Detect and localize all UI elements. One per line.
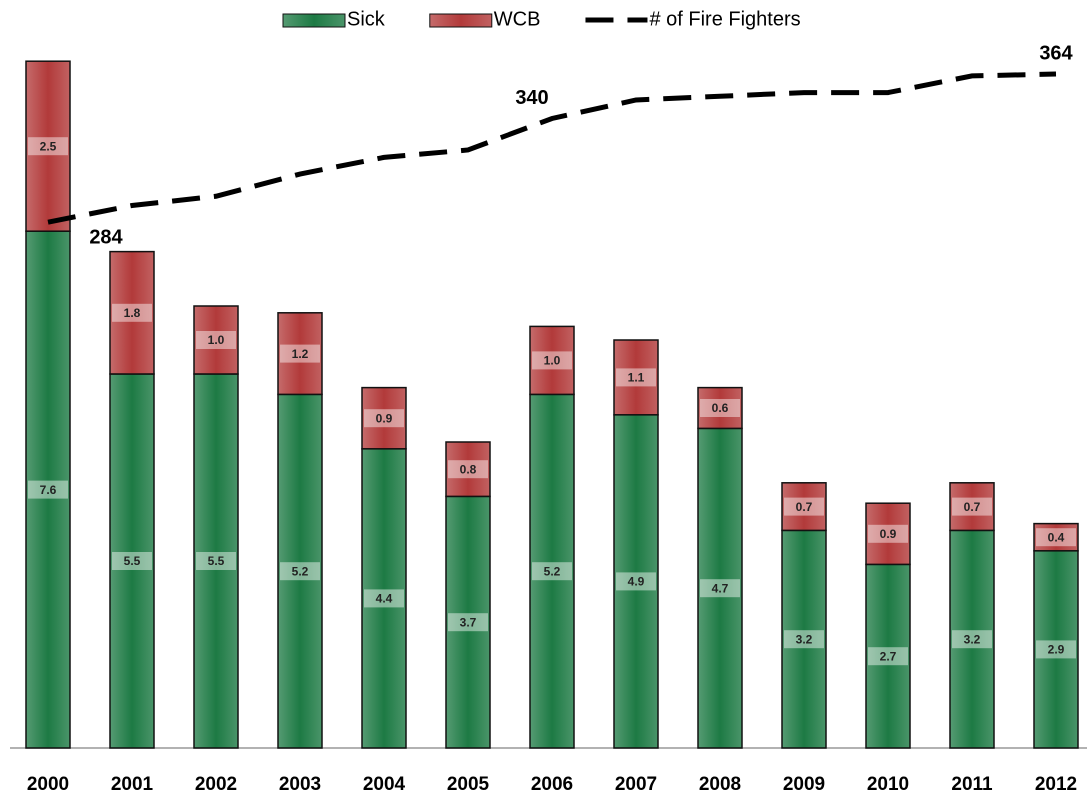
data-label: 0.4 [1048,530,1065,544]
label-box [700,399,740,417]
data-label: 2.5 [40,139,57,153]
bar-segment [613,339,659,416]
legend-label: # of Fire Fighters [649,8,800,30]
data-label: 4.4 [376,592,393,606]
x-tick-label: 2007 [615,774,657,795]
legend-label: Sick [347,8,386,30]
label-box [532,351,572,370]
bar-segment [781,529,827,749]
x-tick-label: 2011 [951,774,993,795]
bar-segment [25,230,71,749]
label-box [364,409,404,428]
x-tick-label: 2003 [279,774,321,795]
bar-segment [277,312,323,396]
label-box [700,579,740,598]
label-box [448,613,488,632]
x-tick-label: 2005 [447,774,490,795]
x-tick-label: 2010 [867,774,909,795]
x-tick-label: 2004 [363,774,406,795]
bar-segment [781,482,827,532]
label-box [364,589,404,608]
data-label: 5.5 [124,554,141,568]
data-label: 3.7 [460,615,477,629]
data-label: 5.2 [292,564,309,578]
bar-segment [109,373,155,749]
label-box [616,572,656,591]
bar-segment [865,502,911,566]
label-box [1036,528,1076,547]
legend-swatch [282,13,346,28]
label-box [112,552,152,570]
data-label: 4.7 [712,581,729,595]
label-box [448,460,488,479]
label-box [196,552,236,570]
label-box [532,562,572,581]
bar-segment [1033,522,1079,552]
label-box [784,630,824,649]
bar-segment [697,427,743,749]
data-label: 0.9 [376,411,393,425]
data-label: 4.9 [628,575,645,589]
data-label: 1.0 [208,333,225,347]
label-box [28,137,68,156]
data-label: 1.2 [292,347,309,361]
line-label: 340 [515,87,548,109]
data-label: 7.6 [40,483,57,497]
label-box [112,303,152,322]
bar-segment [445,441,491,498]
bar-segment [949,482,995,532]
label-box [280,562,320,581]
legend-swatch [429,13,493,28]
data-label: 0.7 [964,500,981,514]
bar-segment [361,386,407,450]
data-label: 0.9 [880,527,897,541]
data-label: 1.0 [544,354,561,368]
label-box [784,497,824,516]
bar-segment [697,386,743,430]
label-box [1036,640,1076,659]
data-label: 0.7 [796,500,813,514]
data-label: 5.2 [544,564,561,578]
data-label: 1.8 [124,306,141,320]
label-box [868,524,908,543]
x-tick-label: 2008 [699,774,741,795]
x-tick-label: 2001 [111,774,154,795]
bar-segment [1033,550,1079,749]
data-label: 5.5 [208,554,225,568]
data-label: 0.6 [712,401,729,415]
x-tick-label: 2006 [531,774,573,795]
line-label: 364 [1039,42,1073,64]
bar-segment [193,305,239,375]
label-box [952,497,992,516]
label-box [196,331,236,349]
bar-segment [109,250,155,375]
x-tick-label: 2002 [195,774,237,795]
x-tick-label: 2009 [783,774,825,795]
legend-label: WCB [494,8,541,30]
bar-segment [361,448,407,749]
line-label: 284 [89,226,123,248]
data-label: 1.1 [628,371,645,385]
bar-segment [529,325,575,396]
data-label: 0.8 [460,462,477,476]
label-box [280,344,320,363]
line-series [47,71,1057,225]
data-label: 2.7 [880,649,897,663]
data-label: 2.9 [1048,643,1065,657]
label-box [28,480,68,499]
bar-segment [865,563,911,749]
label-box [952,630,992,649]
label-box [868,647,908,666]
data-label: 3.2 [796,632,813,646]
bar-segment [25,60,71,232]
label-box [616,368,656,387]
data-label: 3.2 [964,632,981,646]
x-tick-label: 2000 [27,774,69,795]
bar-segment [949,529,995,749]
x-tick-label: 2012 [1035,774,1077,795]
